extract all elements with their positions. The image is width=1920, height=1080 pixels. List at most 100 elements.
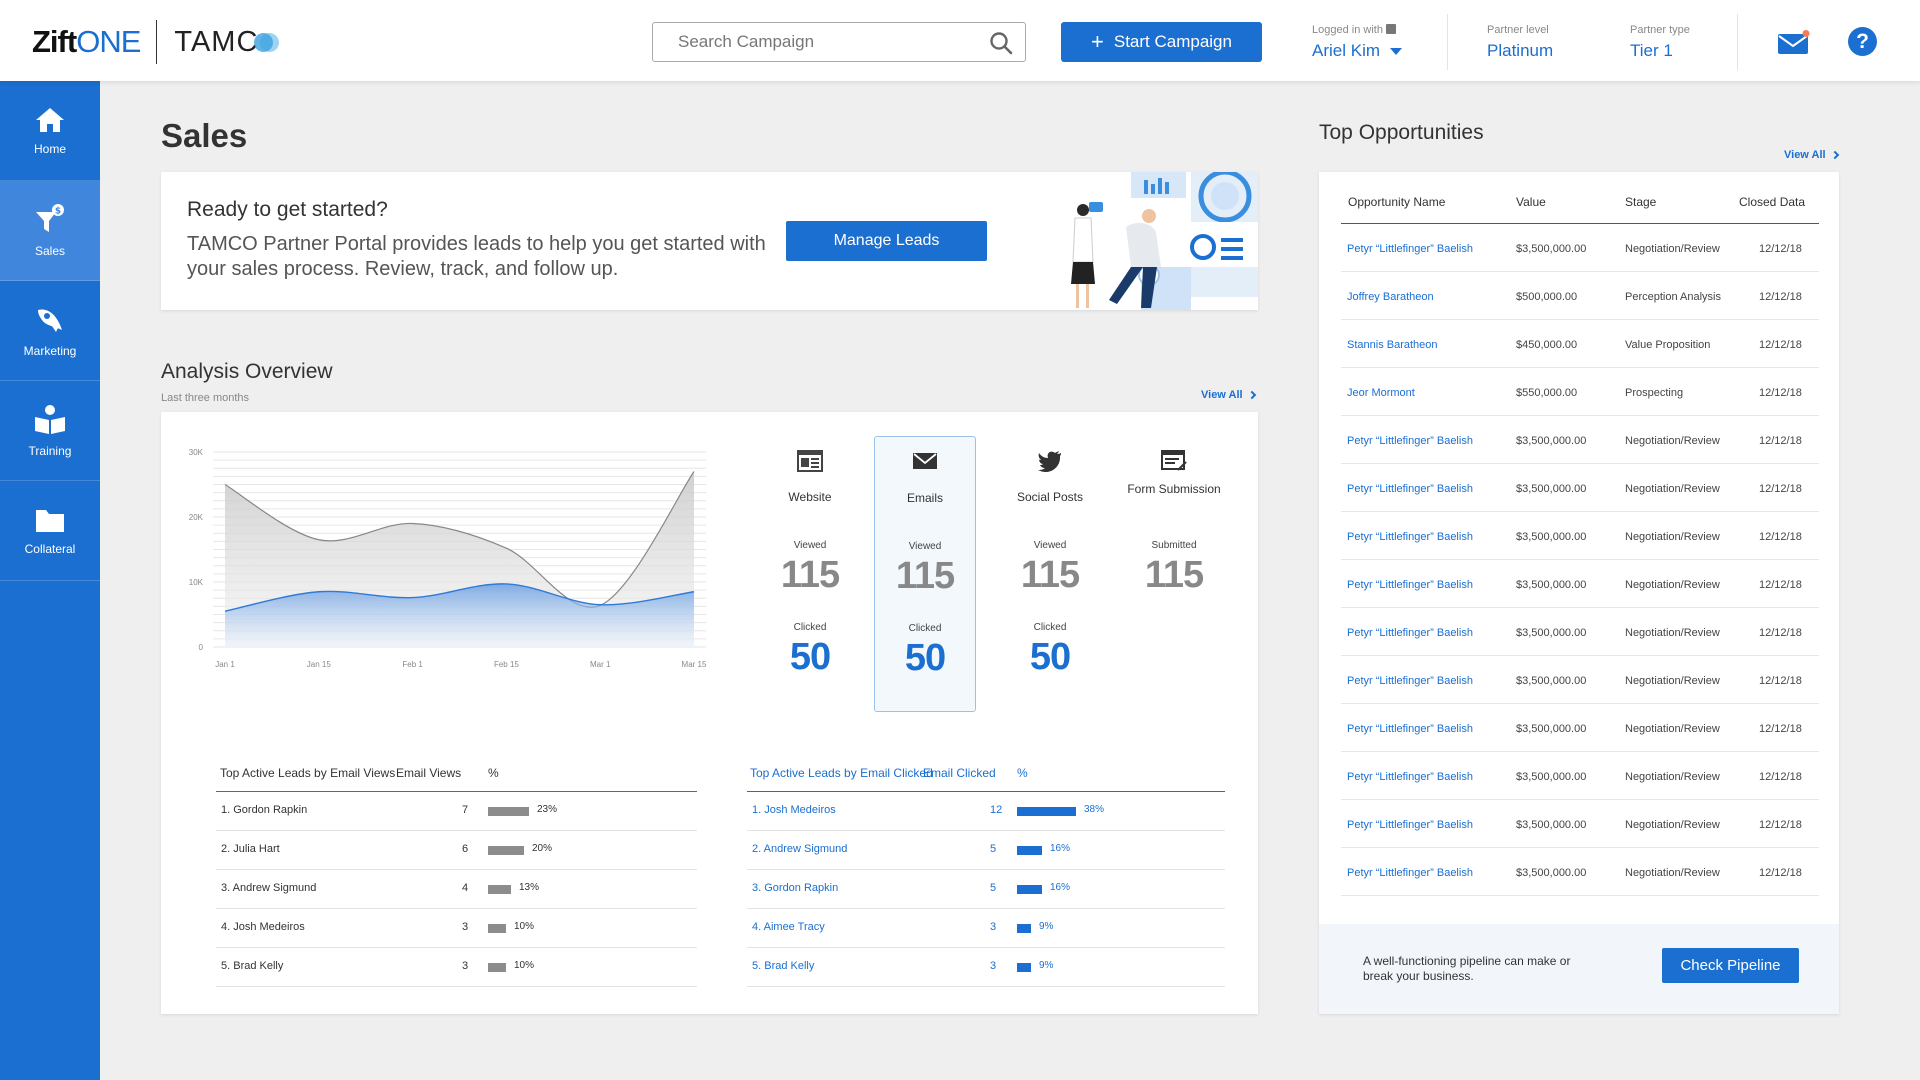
table-row[interactable]: Petyr “Littlefinger” Baelish $3,500,000.0…: [1341, 848, 1819, 896]
opportunity-name[interactable]: Petyr “Littlefinger” Baelish: [1347, 723, 1473, 735]
x-tick-label: Feb 1: [402, 660, 423, 669]
lead-percent: 16%: [1050, 882, 1071, 893]
search-icon[interactable]: [989, 31, 1013, 55]
opportunity-name[interactable]: Petyr “Littlefinger” Baelish: [1347, 627, 1473, 639]
lead-name: 3. Andrew Sigmund: [221, 882, 317, 894]
start-campaign-label: Start Campaign: [1113, 32, 1232, 51]
mail-icon[interactable]: [1777, 30, 1811, 56]
logo[interactable]: Zift ONE TAMC: [32, 20, 280, 64]
table-row[interactable]: 4. Aimee Tracy 3 9%: [747, 909, 1225, 948]
lead-name[interactable]: 4. Aimee Tracy: [752, 921, 825, 933]
opportunity-name[interactable]: Petyr “Littlefinger” Baelish: [1347, 675, 1473, 687]
banner-text: TAMCO Partner Portal provides leads to h…: [187, 233, 766, 280]
opportunity-name[interactable]: Petyr “Littlefinger” Baelish: [1347, 771, 1473, 783]
help-icon[interactable]: ?: [1848, 27, 1877, 56]
opportunity-name[interactable]: Jeor Mormont: [1347, 387, 1415, 399]
start-campaign-button[interactable]: + Start Campaign: [1061, 22, 1262, 62]
user-menu[interactable]: Logged in with Ariel Kim: [1312, 24, 1403, 61]
table-row[interactable]: Petyr “Littlefinger” Baelish $3,500,000.0…: [1341, 704, 1819, 752]
lead-name[interactable]: 3. Gordon Rapkin: [752, 882, 839, 894]
metric-form-submission[interactable]: Form Submission Submitted 115: [1123, 436, 1225, 712]
table-row[interactable]: 1. Gordon Rapkin 7 23%: [216, 792, 697, 831]
sidebar-item-training[interactable]: Training: [0, 381, 100, 481]
x-tick-label: Jan 15: [307, 660, 332, 669]
opportunity-stage: Negotiation/Review: [1625, 723, 1720, 735]
table-header: Email Clicked: [923, 766, 996, 780]
table-row[interactable]: 1. Josh Medeiros 12 38%: [747, 792, 1225, 831]
table-row[interactable]: Stannis Baratheon $450,000.00 Value Propos…: [1341, 320, 1819, 368]
lead-name[interactable]: 2. Andrew Sigmund: [752, 843, 848, 855]
search-input[interactable]: [653, 23, 973, 61]
table-row[interactable]: Jeor Mormont $550,000.00 Prospecting 12/12/…: [1341, 368, 1819, 416]
metric-label: Viewed: [908, 541, 942, 552]
y-tick-label: 20K: [189, 513, 204, 522]
opportunity-name[interactable]: Petyr “Littlefinger” Baelish: [1347, 531, 1473, 543]
table-row[interactable]: Petyr “Littlefinger” Baelish $3,500,000.0…: [1341, 656, 1819, 704]
opportunity-name[interactable]: Petyr “Littlefinger” Baelish: [1347, 579, 1473, 591]
view-all-label: View All: [1784, 149, 1826, 161]
opportunity-name[interactable]: Petyr “Littlefinger” Baelish: [1347, 435, 1473, 447]
table-row[interactable]: Petyr “Littlefinger” Baelish $3,500,000.0…: [1341, 560, 1819, 608]
table-row[interactable]: Petyr “Littlefinger” Baelish $3,500,000.0…: [1341, 416, 1819, 464]
opportunity-name[interactable]: Stannis Baratheon: [1347, 339, 1438, 351]
metric-emails[interactable]: Emails Viewed 115 Clicked 50: [874, 436, 976, 712]
lead-name[interactable]: 1. Josh Medeiros: [752, 804, 836, 816]
table-row[interactable]: Petyr “Littlefinger” Baelish $3,500,000.0…: [1341, 608, 1819, 656]
opportunity-date: 12/12/18: [1759, 435, 1802, 447]
sidebar-item-collateral[interactable]: Collateral: [0, 481, 100, 581]
sidebar-item-home[interactable]: Home: [0, 81, 100, 181]
metric-value: 50: [904, 637, 946, 679]
opportunity-name[interactable]: Joffrey Baratheon: [1347, 291, 1434, 303]
chevron-down-icon[interactable]: [1390, 47, 1403, 55]
table-header-line: [216, 791, 697, 792]
table-row[interactable]: 4. Josh Medeiros 3 10%: [216, 909, 697, 948]
opportunity-value: $3,500,000.00: [1516, 483, 1587, 495]
table-row[interactable]: 3. Andrew Sigmund 4 13%: [216, 870, 697, 909]
opportunity-stage: Negotiation/Review: [1625, 771, 1720, 783]
table-row[interactable]: 2. Andrew Sigmund 5 16%: [747, 831, 1225, 870]
opportunity-name[interactable]: Petyr “Littlefinger” Baelish: [1347, 483, 1473, 495]
table-row[interactable]: Joffrey Baratheon $500,000.00 Perception A…: [1341, 272, 1819, 320]
lead-value: 6: [462, 843, 469, 855]
table-row[interactable]: Petyr “Littlefinger” Baelish $3,500,000.0…: [1341, 512, 1819, 560]
sidebar-item-sales[interactable]: $ Sales: [0, 181, 100, 281]
metric-social-posts[interactable]: Social Posts Viewed 115 Clicked 50: [999, 436, 1101, 712]
page-title: Sales: [161, 117, 248, 154]
partner-type-value: Tier 1: [1630, 41, 1673, 60]
lead-name[interactable]: 5. Brad Kelly: [752, 960, 815, 972]
header-divider: [1737, 14, 1738, 70]
analysis-view-all-link[interactable]: View All: [1201, 389, 1256, 401]
opportunity-value: $3,500,000.00: [1516, 243, 1587, 255]
opportunity-name[interactable]: Petyr “Littlefinger” Baelish: [1347, 819, 1473, 831]
svg-text:$: $: [55, 206, 61, 216]
metric-label: Viewed: [793, 540, 827, 551]
sidebar-item-marketing[interactable]: Marketing: [0, 281, 100, 381]
partner-level-value: Platinum: [1487, 41, 1554, 60]
opportunities-view-all-link[interactable]: View All: [1784, 149, 1839, 161]
metric-value: 115: [780, 554, 840, 596]
sidebar-item-label: Home: [33, 141, 66, 156]
metric-name: Form Submission: [1127, 482, 1221, 496]
twitter-icon: [1038, 451, 1061, 472]
table-row[interactable]: 2. Julia Hart 6 20%: [216, 831, 697, 870]
table-row[interactable]: Petyr “Littlefinger” Baelish $3,500,000.0…: [1341, 752, 1819, 800]
lead-percent: 9%: [1039, 921, 1054, 932]
metric-website[interactable]: Website Viewed 115 Clicked 50: [759, 436, 861, 712]
opportunity-date: 12/12/18: [1759, 819, 1802, 831]
table-row[interactable]: Petyr “Littlefinger” Baelish $3,500,000.0…: [1341, 224, 1819, 272]
table-row[interactable]: Petyr “Littlefinger” Baelish $3,500,000.0…: [1341, 464, 1819, 512]
opportunity-stage: Negotiation/Review: [1625, 627, 1720, 639]
logo-one: ONE: [76, 24, 141, 59]
table-row[interactable]: Petyr “Littlefinger” Baelish $3,500,000.0…: [1341, 800, 1819, 848]
manage-leads-button[interactable]: Manage Leads: [786, 221, 987, 261]
table-row[interactable]: 5. Brad Kelly 3 10%: [216, 948, 697, 987]
opportunity-name[interactable]: Petyr “Littlefinger” Baelish: [1347, 243, 1473, 255]
partner-level-label: Partner level: [1487, 24, 1549, 36]
table-row[interactable]: 5. Brad Kelly 3 9%: [747, 948, 1225, 987]
opportunity-stage: Negotiation/Review: [1625, 579, 1720, 591]
check-pipeline-button[interactable]: Check Pipeline: [1662, 948, 1799, 983]
table-row[interactable]: 3. Gordon Rapkin 5 16%: [747, 870, 1225, 909]
metric-label: Submitted: [1151, 540, 1197, 551]
opportunity-name[interactable]: Petyr “Littlefinger” Baelish: [1347, 867, 1473, 879]
opportunity-value: $3,500,000.00: [1516, 435, 1587, 447]
